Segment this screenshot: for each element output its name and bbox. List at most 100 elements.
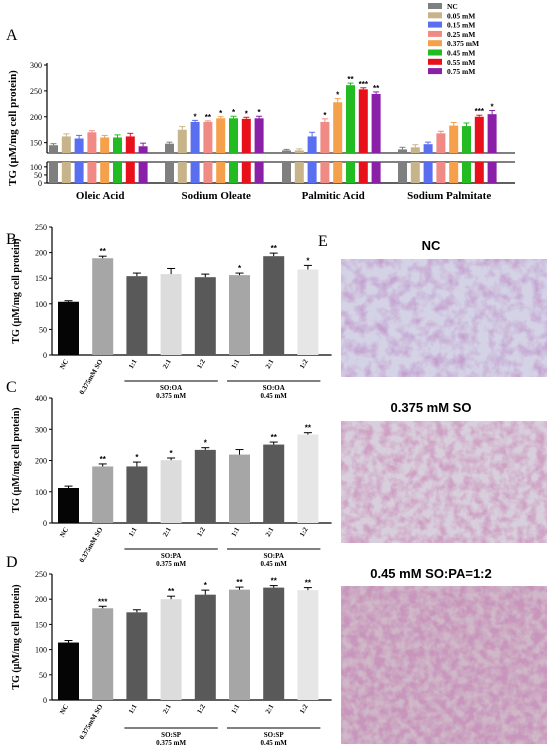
panel-a-bar bbox=[423, 144, 433, 153]
panel-a-bar-lower bbox=[449, 162, 459, 183]
panel-a-bar bbox=[100, 137, 110, 153]
panel-c-bar bbox=[263, 444, 285, 523]
panel-a-bar-lower bbox=[358, 162, 368, 183]
panel-c-bar bbox=[160, 460, 182, 523]
panel-a-significance: * bbox=[194, 112, 198, 121]
panel-d-x-tick-label: 1:2 bbox=[195, 703, 207, 716]
panel-d-x-tick-label: 0.375mM SO bbox=[78, 703, 105, 741]
panel-a-bar bbox=[474, 116, 484, 153]
panel-d-tick-label: 200 bbox=[35, 595, 47, 604]
panel-d-tick-label: 50 bbox=[39, 671, 47, 680]
panel-d-bar bbox=[126, 612, 148, 700]
panel-c-significance: * bbox=[170, 449, 174, 458]
panel-d-bar bbox=[92, 608, 114, 700]
panel-b-significance: ** bbox=[271, 244, 278, 253]
panel-d-x-tick-label: 2:1 bbox=[161, 703, 173, 716]
panel-c-bar bbox=[126, 466, 148, 523]
panel-a-bar bbox=[138, 146, 148, 153]
panel-a-bar bbox=[229, 118, 238, 153]
panel-a-significance: ** bbox=[347, 75, 354, 84]
panel-a-bar bbox=[125, 136, 135, 153]
panel-d-significance: * bbox=[204, 581, 208, 590]
panel-d-tick-label: 250 bbox=[35, 570, 47, 579]
panel-d-bar bbox=[194, 594, 216, 700]
panel-a-bar bbox=[358, 89, 368, 153]
panel-b-y-axis-label: TG (μM/mg cell protein) bbox=[11, 238, 22, 343]
panel-a-bar bbox=[333, 102, 343, 153]
panel-b-tick-label: 150 bbox=[35, 274, 47, 283]
panel-d-tick-label: 150 bbox=[35, 620, 47, 629]
panel-d-x-tick-label: NC bbox=[58, 703, 70, 716]
panel-c-significance: * bbox=[135, 453, 139, 462]
panel-a-bar bbox=[462, 126, 471, 153]
panel-a-bar bbox=[346, 85, 355, 153]
panel-d-significance: ** bbox=[305, 579, 312, 588]
panel-d-bar bbox=[297, 590, 319, 700]
panel-c-significance: ** bbox=[100, 455, 107, 464]
panel-a-legend-swatch bbox=[428, 12, 442, 19]
panel-a-significance: *** bbox=[359, 80, 369, 89]
panel-a-significance: ** bbox=[205, 113, 212, 122]
panel-b-x-tick-label: 0.375mM SO bbox=[78, 358, 105, 396]
panel-a-legend-label: 0.05 mM bbox=[447, 11, 475, 20]
panel-b-bar bbox=[229, 275, 250, 355]
panel-a-bar-lower bbox=[241, 162, 251, 183]
panel-a-bar-lower bbox=[138, 162, 148, 183]
panel-a-legend-swatch bbox=[428, 30, 442, 37]
panel-c-bar bbox=[229, 454, 250, 523]
panel-d-bar bbox=[58, 642, 79, 700]
panel-d-significance: ** bbox=[168, 587, 175, 596]
panel-b-bar bbox=[263, 256, 285, 355]
panel-a-bar-lower bbox=[254, 162, 264, 183]
panel-a-legend-swatch bbox=[428, 68, 442, 75]
panel-letter-e: E bbox=[318, 233, 328, 250]
panel-c-tick-label: 300 bbox=[35, 425, 47, 434]
panel-a-bar-lower bbox=[320, 162, 330, 183]
panel-a-bar bbox=[74, 138, 84, 153]
panel-c-bar bbox=[92, 466, 114, 523]
panel-c-x-tick-label: 1:1 bbox=[127, 526, 139, 539]
panel-a-legend-label: 0.75 mM bbox=[447, 67, 475, 76]
panel-a-bar-lower bbox=[177, 162, 187, 183]
panel-letter-d: D bbox=[6, 554, 18, 571]
panel-c-x-tick-label: 1:1 bbox=[230, 526, 242, 539]
micrograph-sopa: 0.45 mM SO:PA=1:2 bbox=[341, 566, 547, 744]
panel-a-significance: * bbox=[232, 108, 236, 117]
panel-a-chart: TG (μM/mg cell protein) 150 200 250 300 05010… bbox=[7, 2, 515, 202]
panel-a-legend-label: NC bbox=[447, 2, 458, 11]
panel-b-tick-label: 200 bbox=[35, 249, 47, 258]
panel-c-group-sublabel: 0.375 mM bbox=[156, 560, 186, 568]
panel-a-bar-lower bbox=[125, 162, 135, 183]
micrograph-image-nc bbox=[341, 259, 547, 377]
panel-c-group-label: SO:PA bbox=[161, 552, 181, 560]
panel-letter-c: C bbox=[6, 379, 17, 396]
panel-a-bar bbox=[241, 118, 251, 153]
panel-c-tick-label: 0 bbox=[43, 519, 47, 528]
panel-a-bar-lower bbox=[398, 162, 407, 183]
panel-b-significance: * bbox=[238, 264, 242, 273]
panel-a-bar-lower bbox=[49, 162, 58, 183]
panel-a-bar-lower bbox=[229, 162, 238, 183]
panel-b-x-tick-label: 2:1 bbox=[161, 358, 173, 371]
panel-b-bar bbox=[297, 269, 319, 355]
panel-a-significance: * bbox=[491, 103, 495, 112]
panel-a-significance: * bbox=[258, 108, 262, 117]
panel-d-x-tick-label: 2:1 bbox=[264, 703, 276, 716]
panel-a-category-label: Sodium Oleate bbox=[182, 190, 251, 202]
panel-a-bar-lower bbox=[87, 162, 97, 183]
panel-b-x-tick-label: 2:1 bbox=[264, 358, 276, 371]
panel-d-bar bbox=[160, 599, 182, 700]
panel-b-chart: TG (μM/mg cell protein) 0 50 100 150 200 250 NC… bbox=[11, 223, 332, 400]
panel-a-category-label: Palmitic Acid bbox=[302, 190, 365, 202]
panel-a-legend-label: 0.55 mM bbox=[447, 58, 475, 67]
panel-a-tick-label: 250 bbox=[30, 87, 42, 96]
panel-a-significance: *** bbox=[475, 107, 485, 116]
panel-c-chart: TG (μM/mg cell protein)0100200300400NC**… bbox=[11, 394, 332, 568]
panel-a-bar-lower bbox=[190, 162, 200, 183]
panel-a-bar bbox=[165, 143, 174, 153]
panel-d-group-sublabel: 0.45 mM bbox=[260, 739, 287, 747]
panel-c-bar bbox=[194, 449, 216, 523]
panel-a-bar bbox=[487, 114, 497, 153]
panel-a-bar bbox=[320, 121, 330, 153]
micrograph-so: 0.375 mM SO bbox=[341, 400, 547, 543]
